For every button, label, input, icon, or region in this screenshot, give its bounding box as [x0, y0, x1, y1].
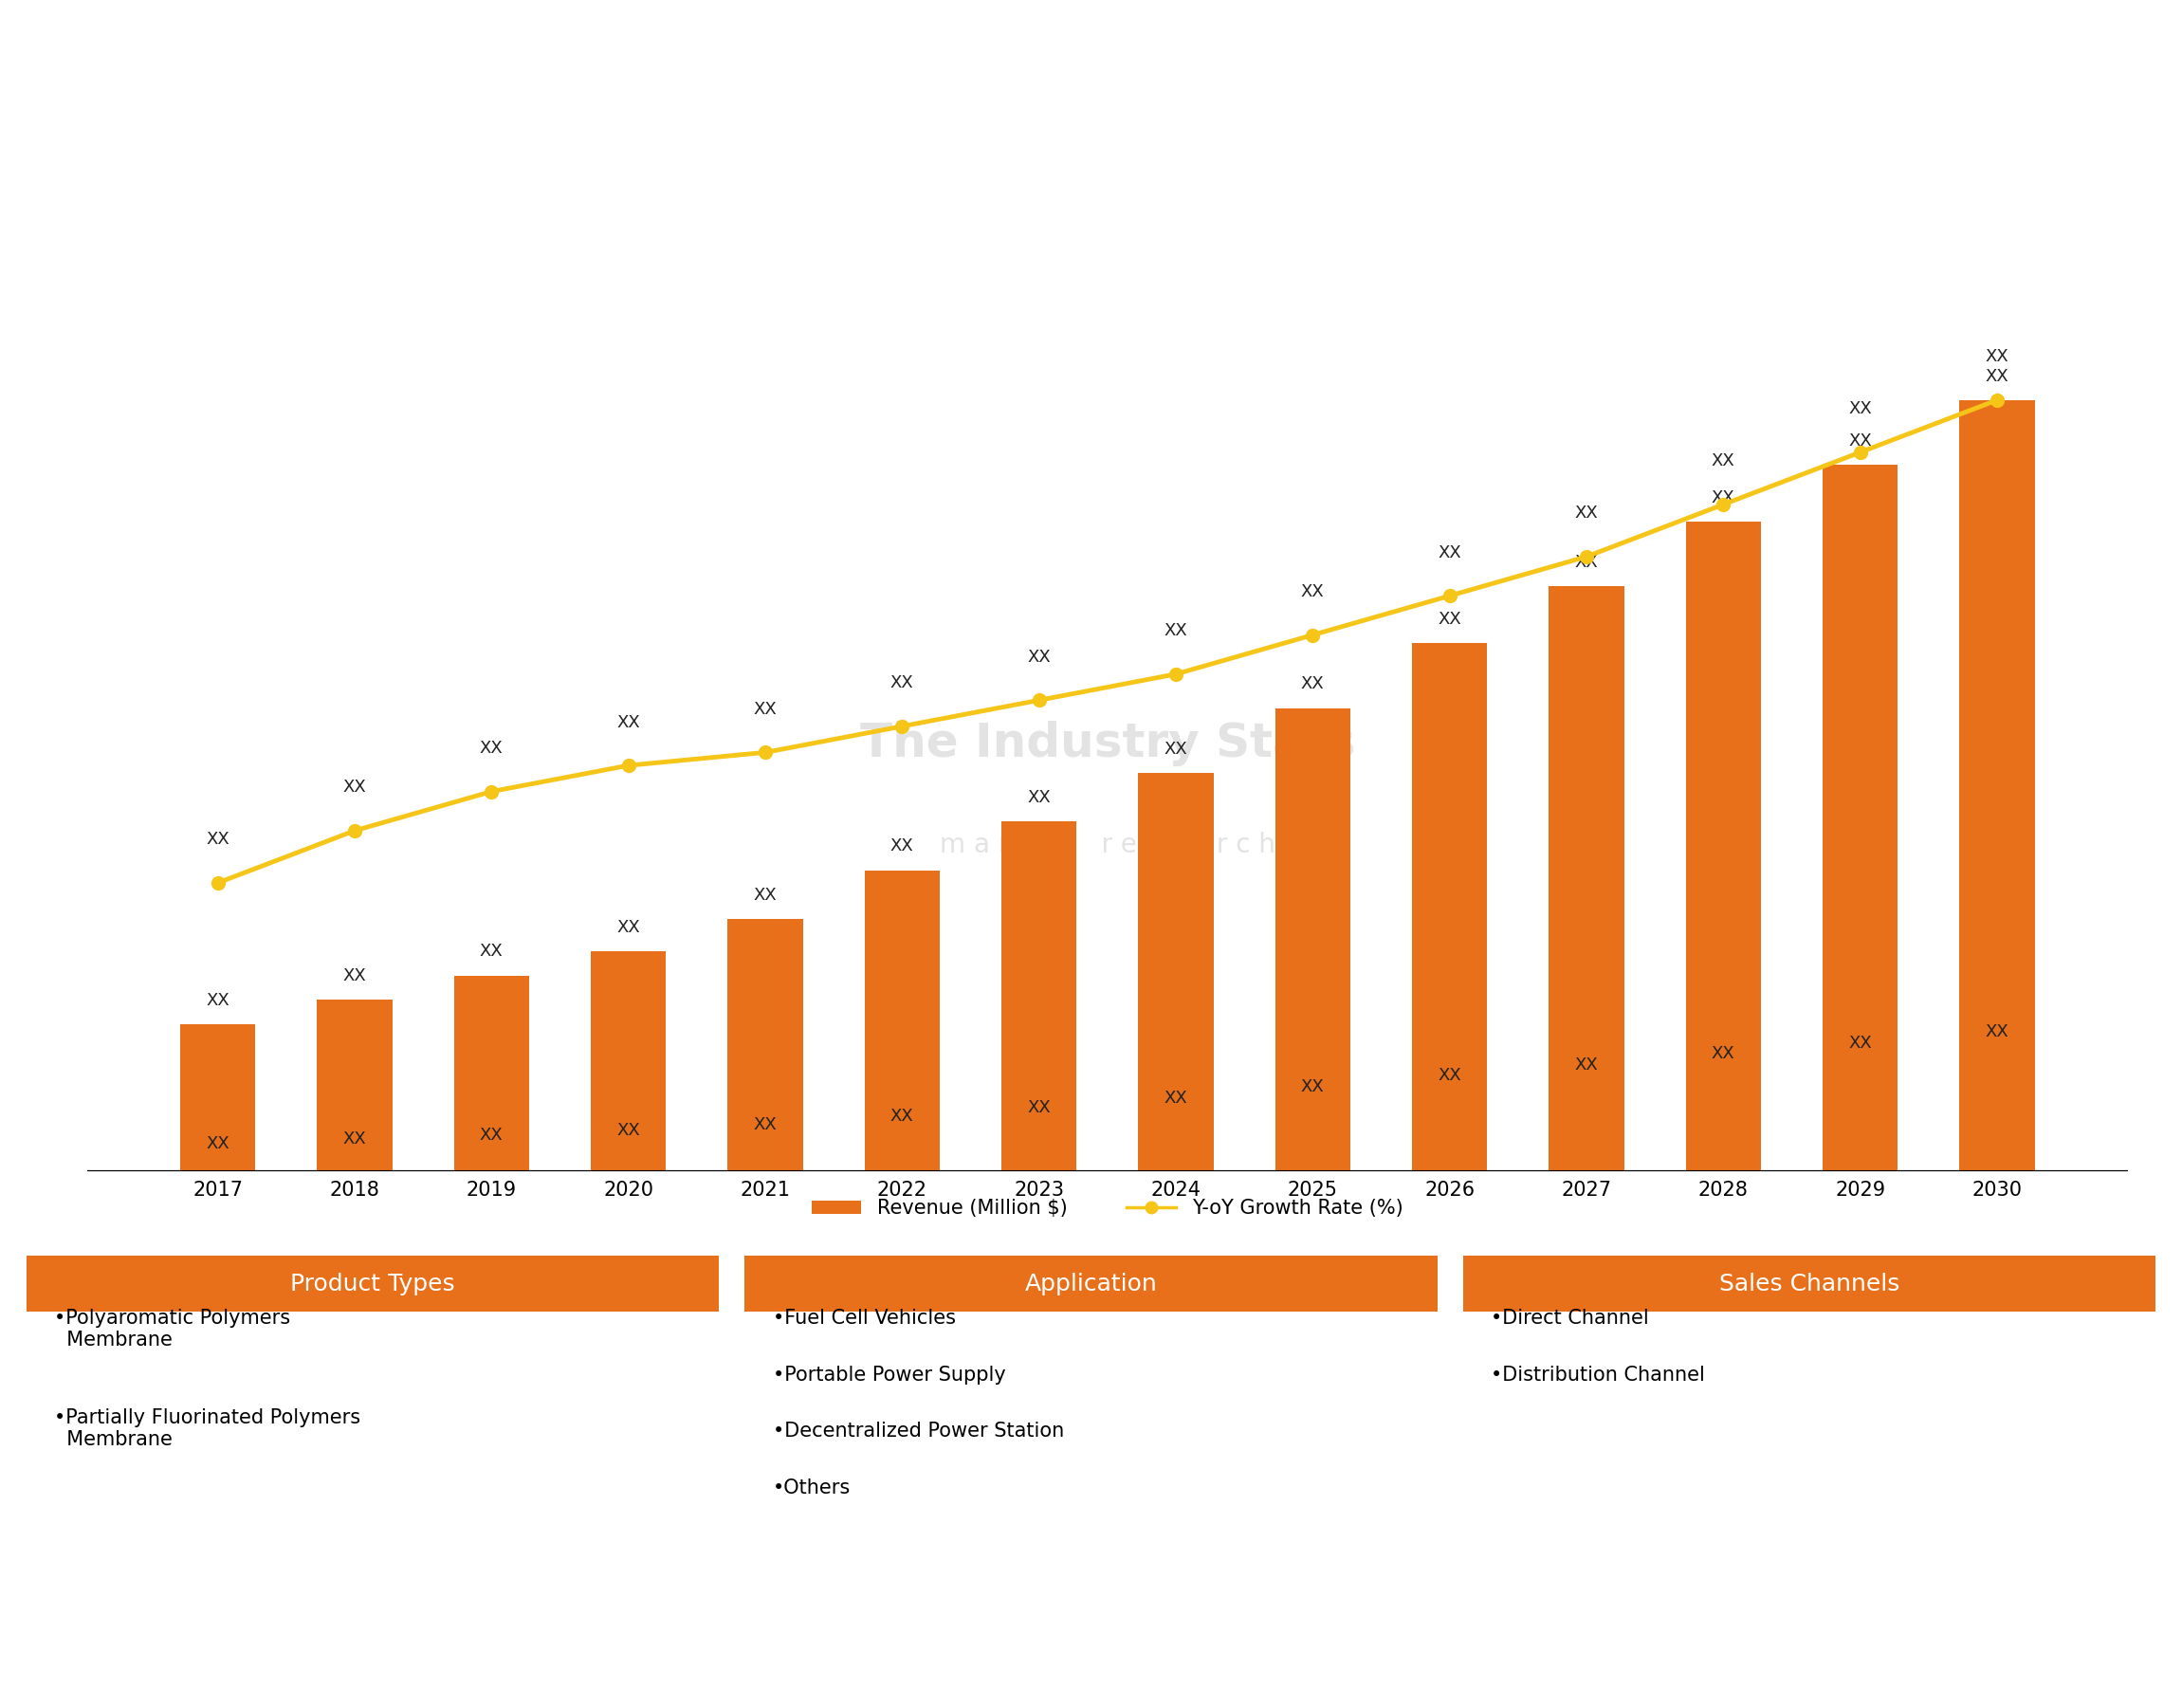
Text: XX: XX: [205, 992, 229, 1009]
Text: XX: XX: [1438, 545, 1462, 562]
Text: •Others: •Others: [772, 1479, 851, 1498]
Text: XX: XX: [890, 675, 914, 692]
Bar: [1412, 644, 1488, 1170]
Bar: [744, 1255, 1438, 1312]
Text: XX: XX: [753, 886, 777, 904]
Text: XX: XX: [343, 967, 367, 984]
Text: XX: XX: [1300, 1078, 1324, 1095]
Bar: [26, 1255, 718, 1312]
Text: XX: XX: [1163, 622, 1187, 639]
Text: XX: XX: [618, 919, 639, 936]
Text: XX: XX: [1986, 367, 2010, 384]
Text: XX: XX: [1848, 432, 1872, 449]
Bar: [454, 975, 528, 1170]
Text: Website: www.theindustrystats.com: Website: www.theindustrystats.com: [1781, 1643, 2160, 1662]
Text: Source: Theindustrystats Analysis: Source: Theindustrystats Analysis: [22, 1643, 377, 1662]
Text: XX: XX: [753, 700, 777, 717]
Text: •Distribution Channel: •Distribution Channel: [1490, 1365, 1706, 1383]
Text: XX: XX: [480, 740, 504, 757]
Text: •Partially Fluorinated Polymers
  Membrane: •Partially Fluorinated Polymers Membrane: [55, 1409, 360, 1450]
Bar: [1274, 709, 1351, 1170]
Text: XX: XX: [753, 1117, 777, 1134]
Bar: [727, 919, 803, 1170]
Text: XX: XX: [618, 1122, 639, 1139]
Text: Sales Channels: Sales Channels: [1719, 1272, 1901, 1295]
Bar: [316, 999, 393, 1170]
Text: XX: XX: [1575, 506, 1597, 523]
Text: XX: XX: [480, 943, 504, 960]
Text: XX: XX: [1711, 1045, 1735, 1062]
Text: XX: XX: [1163, 740, 1187, 757]
Text: XX: XX: [1575, 1057, 1597, 1074]
Bar: [1139, 774, 1213, 1170]
Text: XX: XX: [1300, 582, 1324, 600]
Text: XX: XX: [343, 779, 367, 796]
Text: •Polyaromatic Polymers
  Membrane: •Polyaromatic Polymers Membrane: [55, 1308, 290, 1349]
Text: XX: XX: [1028, 649, 1052, 666]
Text: Product Types: Product Types: [290, 1272, 454, 1295]
Text: XX: XX: [205, 1136, 229, 1153]
Text: XX: XX: [618, 714, 639, 731]
Text: XX: XX: [890, 837, 914, 854]
Text: XX: XX: [1300, 676, 1324, 693]
Text: XX: XX: [1711, 453, 1735, 470]
Text: The Industry Stats: The Industry Stats: [860, 721, 1355, 765]
Bar: [1464, 1255, 2156, 1312]
Text: •Decentralized Power Station: •Decentralized Power Station: [772, 1421, 1065, 1442]
Text: XX: XX: [1163, 1090, 1187, 1107]
Text: •Direct Channel: •Direct Channel: [1490, 1308, 1650, 1327]
Legend: Revenue (Million $), Y-oY Growth Rate (%): Revenue (Million $), Y-oY Growth Rate (%…: [803, 1190, 1412, 1226]
Bar: [1959, 400, 2036, 1170]
Bar: [1687, 521, 1761, 1170]
Text: XX: XX: [1848, 401, 1872, 418]
Text: XX: XX: [1575, 553, 1597, 570]
Text: XX: XX: [1028, 789, 1052, 806]
Text: XX: XX: [1848, 1035, 1872, 1052]
Text: Fig. Global Proton Exchange Membrane for Fuel Cells Market Status and Outlook: Fig. Global Proton Exchange Membrane for…: [26, 50, 1285, 77]
Text: m a r k e t   r e s e a r c h: m a r k e t r e s e a r c h: [940, 832, 1274, 857]
Text: XX: XX: [1986, 1023, 2010, 1040]
Text: Email: sales@theindustrystats.com: Email: sales@theindustrystats.com: [908, 1643, 1274, 1662]
Text: •Portable Power Supply: •Portable Power Supply: [772, 1365, 1006, 1383]
Bar: [864, 869, 940, 1170]
Text: XX: XX: [1986, 348, 2010, 366]
Text: XX: XX: [890, 1107, 914, 1124]
Bar: [1549, 586, 1623, 1170]
Text: Application: Application: [1026, 1272, 1156, 1295]
Bar: [1002, 822, 1076, 1170]
Text: XX: XX: [1438, 1066, 1462, 1083]
Text: •Fuel Cell Vehicles: •Fuel Cell Vehicles: [772, 1308, 956, 1327]
Text: XX: XX: [205, 832, 229, 849]
Text: XX: XX: [480, 1127, 504, 1143]
Text: XX: XX: [1028, 1098, 1052, 1115]
Text: XX: XX: [343, 1131, 367, 1148]
Bar: [591, 951, 666, 1170]
Bar: [181, 1025, 255, 1170]
Text: XX: XX: [1438, 611, 1462, 629]
Text: XX: XX: [1711, 488, 1735, 506]
Bar: [1822, 465, 1898, 1170]
